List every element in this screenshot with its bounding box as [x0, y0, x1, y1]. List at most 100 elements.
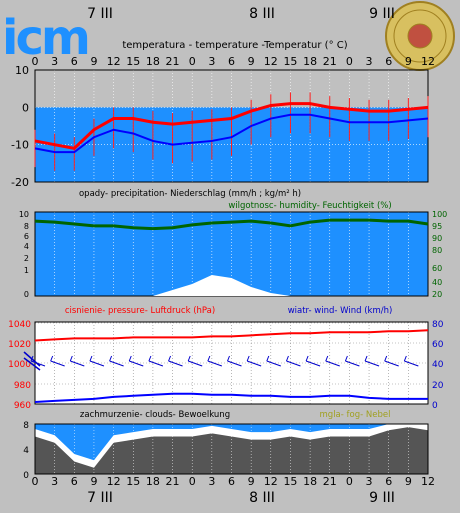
hour-tick-top: 0 — [346, 55, 353, 68]
wind-barb-icon — [227, 360, 242, 367]
day-label-top: 7 III — [87, 6, 113, 22]
logo-icon: icm — [2, 10, 88, 66]
hour-tick-top: 6 — [385, 55, 392, 68]
hour-tick-top: 18 — [146, 55, 160, 68]
wind-barb-icon — [89, 360, 105, 367]
hour-tick-bottom: 6 — [228, 475, 235, 488]
wind-barb-feather — [168, 355, 172, 362]
day-label-top: 8 III — [249, 6, 275, 22]
pressure-ytick: 1000 — [8, 360, 31, 370]
dewpoint-line — [34, 113, 429, 154]
wind-ytick: 40 — [432, 360, 444, 370]
wind-ytick: 60 — [432, 340, 444, 350]
precipitation-title: opady- precipitation- Niederschlag (mm/h… — [79, 189, 301, 199]
hour-tick-bottom: 0 — [346, 475, 353, 488]
humidity-line — [34, 218, 429, 231]
precip-ytick: 2 — [24, 254, 29, 263]
wind-barb-feather — [227, 355, 230, 362]
hour-tick-bottom: 3 — [208, 475, 215, 488]
wind-ytick: 80 — [432, 320, 444, 330]
temperature-title: temperatura - temperature -Temperatur (°… — [122, 40, 347, 51]
hour-tick-bottom: 18 — [303, 475, 317, 488]
wind-barb-icon — [188, 360, 203, 367]
wind-barb-feather — [364, 355, 368, 362]
wind-barb-icon — [246, 360, 262, 367]
humidity-ytick: 60 — [432, 264, 442, 273]
hour-tick-top: 9 — [405, 55, 412, 68]
pressure-ytick: 1020 — [8, 340, 31, 350]
wind-barb-feather — [305, 355, 309, 362]
wind-barb-feather — [187, 355, 191, 362]
wind-barb-feather — [246, 355, 250, 362]
clouds-ytick: 8 — [23, 421, 29, 431]
wind-ytick: 0 — [432, 401, 438, 411]
hour-tick-bottom: 9 — [248, 475, 255, 488]
hour-tick-bottom: 21 — [166, 475, 180, 488]
hour-tick-bottom: 9 — [90, 475, 97, 488]
wind-barb-icon — [70, 360, 85, 367]
hour-tick-bottom: 6 — [385, 475, 392, 488]
wind-barb-icon — [50, 360, 65, 367]
wind-barb-feather — [69, 355, 73, 362]
wind-barb-icon — [384, 360, 399, 367]
wind-barb-icon — [129, 360, 144, 367]
wind-barb-feather — [128, 355, 132, 362]
wind-barb-feather — [403, 355, 407, 362]
wind-barb-feather — [50, 355, 54, 362]
wind-barb-feather — [89, 355, 93, 362]
wind-barb-feather — [325, 355, 329, 362]
hour-tick-top: 21 — [166, 55, 180, 68]
wind-barb-icon — [305, 360, 321, 367]
hour-tick-top: 3 — [366, 55, 373, 68]
pressure-ytick: 960 — [14, 401, 31, 411]
fog-title: mgla- fog- Nebel — [320, 410, 391, 420]
pressure-title: cisnienie- pressure- Luftdruck (hPa) — [65, 306, 215, 316]
hour-tick-bottom: 15 — [126, 475, 140, 488]
wind-barb-icon — [364, 360, 380, 367]
clouds-frame — [34, 423, 429, 475]
hour-tick-bottom: 3 — [51, 475, 58, 488]
wind-barb-icon — [404, 360, 419, 367]
hour-tick-bottom: 0 — [189, 475, 196, 488]
humidity-ytick: 90 — [432, 234, 442, 243]
hour-tick-bottom: 0 — [32, 475, 39, 488]
hour-tick-top: 6 — [228, 55, 235, 68]
hour-tick-bottom: 21 — [323, 475, 337, 488]
wind-barb-feather — [207, 355, 211, 362]
temperature-line — [34, 102, 429, 151]
humidity-title: wilgotnosc- humidity- Feuchtigkeit (%) — [228, 201, 391, 211]
precip-ytick: 0 — [24, 290, 29, 299]
hour-tick-bottom: 18 — [146, 475, 160, 488]
wind-barb-icon — [325, 360, 340, 367]
hour-tick-top: 6 — [71, 55, 78, 68]
hour-tick-top: 18 — [303, 55, 317, 68]
hour-tick-top: 15 — [283, 55, 297, 68]
hour-tick-top: 3 — [208, 55, 215, 68]
wind-barb-feather — [148, 355, 152, 362]
wind-barb-icon — [207, 360, 223, 367]
wind-barb-feather — [344, 355, 348, 362]
temp-ytick: 10 — [15, 64, 29, 77]
hour-tick-bottom: 3 — [366, 475, 373, 488]
seal-inner-ring — [393, 9, 447, 63]
hour-tick-top: 0 — [32, 55, 39, 68]
hour-tick-top: 12 — [421, 55, 435, 68]
clouds-ytick: 0 — [23, 471, 29, 481]
wind-frame — [34, 321, 429, 405]
temp-ytick: -10 — [11, 139, 29, 152]
wind-ytick: 20 — [432, 381, 444, 391]
hour-tick-bottom: 6 — [71, 475, 78, 488]
hour-tick-top: 21 — [323, 55, 337, 68]
humidity-ytick: 100 — [432, 210, 447, 219]
hour-tick-bottom: 12 — [107, 475, 121, 488]
hour-tick-bottom: 9 — [405, 475, 412, 488]
humidity-ytick: 20 — [432, 290, 442, 299]
humidity-ytick: 80 — [432, 246, 442, 255]
humidity-ytick: 95 — [432, 222, 442, 231]
hour-tick-top: 9 — [90, 55, 97, 68]
pressure-ytick: 1040 — [8, 320, 31, 330]
pressure-ytick: 980 — [14, 381, 31, 391]
precipitation-area — [35, 275, 428, 296]
day-label-bottom: 7 III — [87, 490, 113, 506]
